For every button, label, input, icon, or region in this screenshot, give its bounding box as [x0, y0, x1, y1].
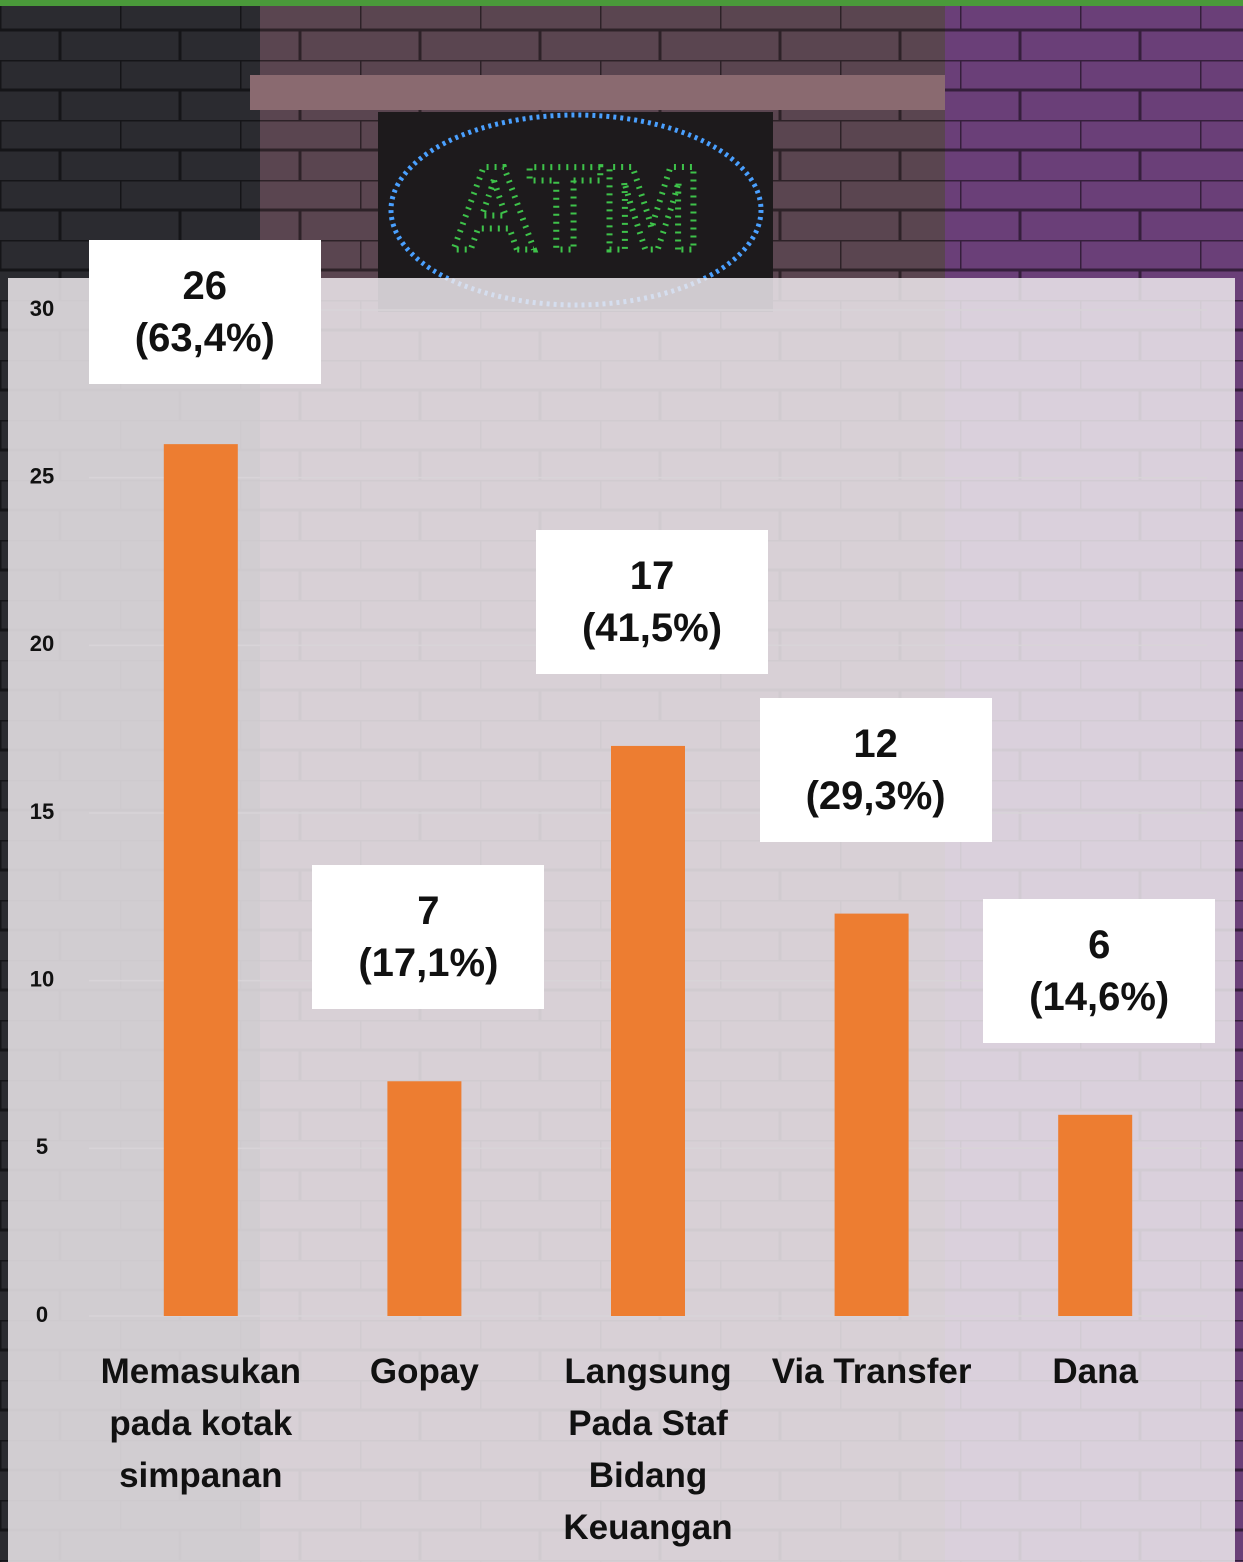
y-tick-label: 30 — [30, 296, 54, 321]
bar — [163, 444, 238, 1317]
data-label: 17 (41,5%) — [536, 529, 768, 674]
bar — [834, 913, 909, 1316]
y-tick-label: 15 — [30, 799, 54, 824]
bar — [1058, 1114, 1133, 1316]
y-tick-label: 5 — [36, 1134, 48, 1159]
y-tick-label: 25 — [30, 463, 54, 488]
x-tick-label: Dana — [1052, 1352, 1138, 1391]
bar — [387, 1081, 462, 1316]
data-label: 12 (29,3%) — [759, 697, 992, 842]
y-tick-label: 0 — [36, 1302, 48, 1327]
data-label: 6 (14,6%) — [983, 898, 1216, 1043]
x-tick-label: Memasukan pada kotak simpanan — [100, 1352, 301, 1495]
x-tick-label: Via Transfer — [771, 1352, 972, 1391]
data-label: 7 (17,1%) — [312, 865, 545, 1010]
x-tick-label: Langsung Pada Staf Bidang Keuangan — [563, 1352, 733, 1547]
svg-text:ATM: ATM — [450, 142, 701, 276]
x-tick-label: Gopay — [369, 1352, 479, 1391]
y-tick-label: 20 — [30, 631, 54, 656]
bar — [611, 745, 685, 1316]
data-label: 26 (63,4%) — [88, 240, 321, 384]
y-tick-label: 10 — [30, 966, 54, 991]
